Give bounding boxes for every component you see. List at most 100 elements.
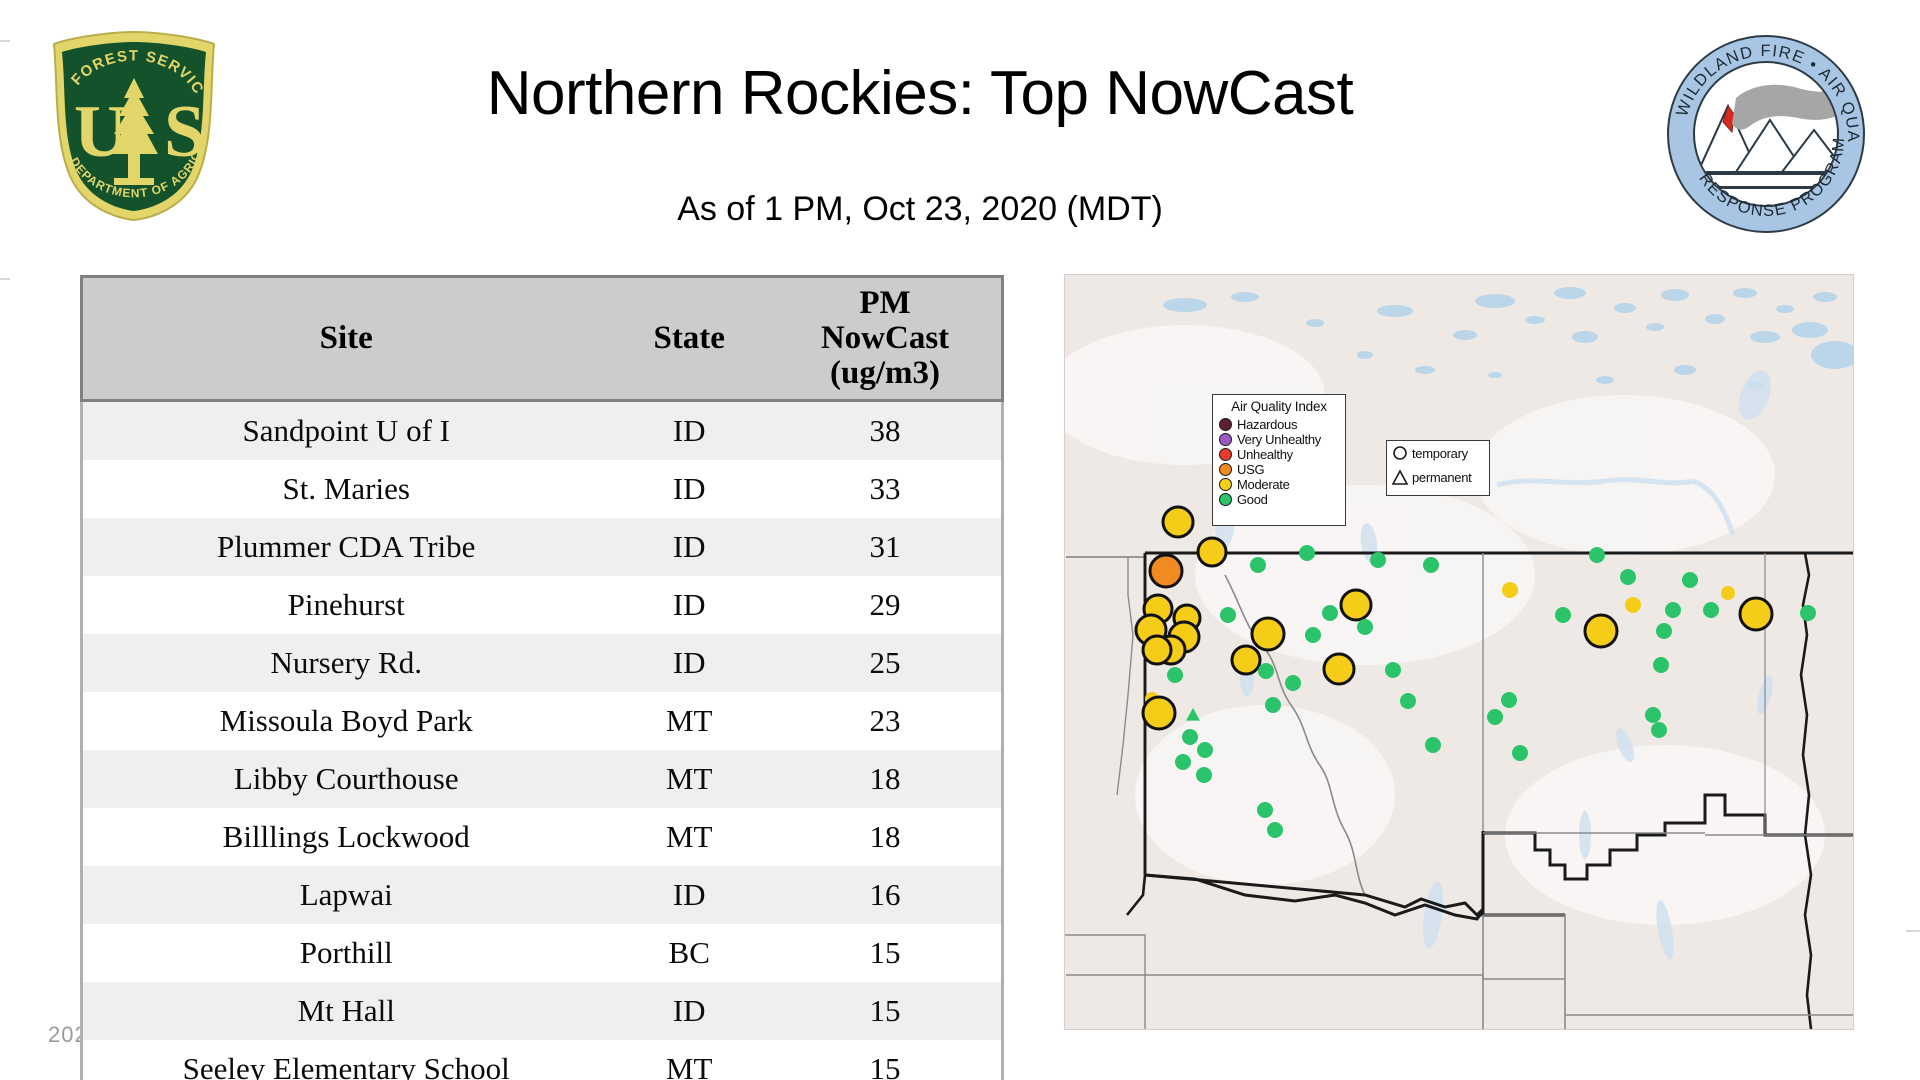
table-body: Sandpoint U of I ID 38 St. Maries ID 33 Plumme… <box>80 400 1004 1080</box>
monitor-marker[interactable] <box>1250 557 1266 573</box>
usfs-shield-logo: FOREST SERVICE U S DEPARTMENT OF AGRICUL… <box>42 15 220 224</box>
legend-item-label: USG <box>1237 462 1265 477</box>
cell-site: Plummer CDA Tribe <box>80 517 610 576</box>
monitor-marker[interactable] <box>1703 602 1719 618</box>
monitor-marker[interactable] <box>1285 675 1301 691</box>
monitor-marker[interactable] <box>1589 547 1605 563</box>
cell-site: Lapwai <box>80 865 610 924</box>
legend-item: Good <box>1213 492 1345 507</box>
cell-pm-nowcast: 38 <box>769 400 1004 460</box>
pm-header-line-2: NowCast <box>820 319 950 356</box>
monitor-marker[interactable] <box>1267 822 1283 838</box>
monitor-marker[interactable] <box>1620 569 1636 585</box>
monitor-marker[interactable] <box>1501 692 1517 708</box>
monitor-marker[interactable] <box>1487 709 1503 725</box>
legend-item-label: Unhealthy <box>1237 447 1293 462</box>
cell-site: Nursery Rd. <box>80 633 610 692</box>
monitor-marker[interactable] <box>1322 652 1356 686</box>
monitor-marker[interactable] <box>1653 657 1669 673</box>
legend-item-label: Good <box>1237 492 1268 507</box>
monitor-marker[interactable] <box>1305 627 1321 643</box>
table-row: Sandpoint U of I ID 38 <box>80 400 1004 460</box>
legend-item: Hazardous <box>1213 417 1345 432</box>
air-quality-map[interactable] <box>1064 274 1854 1030</box>
monitor-marker[interactable] <box>1583 613 1619 649</box>
temporary-monitor-icon <box>1393 446 1407 460</box>
monitor-marker[interactable] <box>1196 767 1212 783</box>
monitor-marker[interactable] <box>1512 745 1528 761</box>
monitor-marker[interactable] <box>1257 802 1273 818</box>
monitor-marker[interactable] <box>1425 737 1441 753</box>
monitor-marker[interactable] <box>1738 596 1774 632</box>
monitor-marker[interactable] <box>1656 623 1672 639</box>
monitor-marker[interactable] <box>1196 536 1228 568</box>
monitor-marker[interactable] <box>1197 742 1213 758</box>
monitor-marker[interactable] <box>1502 582 1518 598</box>
cell-site: Libby Courthouse <box>80 749 610 808</box>
cell-pm-nowcast: 15 <box>769 1039 1004 1080</box>
cell-site: Seeley Elementary School <box>80 1039 610 1080</box>
monitor-marker[interactable] <box>1625 597 1641 613</box>
monitor-marker[interactable] <box>1322 605 1338 621</box>
cell-state: ID <box>609 865 769 924</box>
wildland-fire-air-quality-response-program-logo: WILDLAND FIRE • AIR QUALITY RESPONSE PRO… <box>1660 20 1866 234</box>
cell-pm-nowcast: 18 <box>769 807 1004 866</box>
monitor-marker[interactable] <box>1299 545 1315 561</box>
legend-item-label: Very Unhealthy <box>1237 432 1321 447</box>
air-quality-index-legend: Air Quality Index Hazardous Very Unhealth… <box>1212 394 1346 526</box>
monitor-marker[interactable] <box>1400 693 1416 709</box>
monitor-marker[interactable] <box>1423 557 1439 573</box>
monitor-marker[interactable] <box>1665 602 1681 618</box>
monitor-marker[interactable] <box>1357 619 1373 635</box>
monitor-marker[interactable] <box>1220 607 1236 623</box>
page-subtitle: As of 1 PM, Oct 23, 2020 (MDT) <box>677 190 1163 228</box>
monitor-marker[interactable] <box>1265 697 1281 713</box>
legend-color-dot-icon <box>1219 433 1232 446</box>
cell-state: ID <box>609 400 769 460</box>
monitor-marker[interactable] <box>1555 607 1571 623</box>
table-row: St. Maries ID 33 <box>80 459 1004 518</box>
cell-state: MT <box>609 1039 769 1080</box>
monitor-marker[interactable] <box>1645 707 1661 723</box>
cell-site: Missoula Boyd Park <box>80 691 610 750</box>
table-row: Plummer CDA Tribe ID 31 <box>80 517 1004 576</box>
cell-pm-nowcast: 15 <box>769 923 1004 982</box>
legend-item: Very Unhealthy <box>1213 432 1345 447</box>
monitor-marker[interactable] <box>1682 572 1698 588</box>
legend-color-dot-icon <box>1219 478 1232 491</box>
cell-pm-nowcast: 16 <box>769 865 1004 924</box>
table-row: Lapwai ID 16 <box>80 865 1004 924</box>
cell-state: MT <box>609 691 769 750</box>
monitor-marker[interactable] <box>1721 586 1735 600</box>
monitor-marker[interactable] <box>1161 505 1195 539</box>
cell-state: ID <box>609 981 769 1040</box>
page-title: Northern Rockies: Top NowCast <box>486 59 1354 128</box>
table-row: Pinehurst ID 29 <box>80 575 1004 634</box>
monitor-marker[interactable] <box>1385 662 1401 678</box>
cell-state: ID <box>609 575 769 634</box>
monitor-marker[interactable] <box>1182 729 1198 745</box>
table-row: Billlings Lockwood MT 18 <box>80 807 1004 866</box>
monitor-marker[interactable] <box>1258 663 1274 679</box>
legend-label-temporary: temporary <box>1412 445 1468 461</box>
table-row: Missoula Boyd Park MT 23 <box>80 691 1004 750</box>
monitor-marker[interactable] <box>1250 616 1286 652</box>
monitor-marker[interactable] <box>1339 588 1373 622</box>
monitor-marker[interactable] <box>1167 667 1183 683</box>
svg-text:S: S <box>164 91 205 173</box>
monitor-marker[interactable] <box>1370 552 1386 568</box>
legend-color-dot-icon <box>1219 463 1232 476</box>
monitor-marker[interactable] <box>1800 605 1816 621</box>
monitor-marker[interactable] <box>1186 708 1200 721</box>
monitor-marker[interactable] <box>1651 722 1667 738</box>
monitor-marker[interactable] <box>1141 695 1177 731</box>
monitor-marker[interactable] <box>1230 644 1262 676</box>
monitor-marker[interactable] <box>1141 634 1173 666</box>
monitor-marker[interactable] <box>1148 553 1184 589</box>
cell-pm-nowcast: 23 <box>769 691 1004 750</box>
monitor-markers <box>1134 505 1816 838</box>
monitor-marker[interactable] <box>1175 754 1191 770</box>
cell-state: MT <box>609 807 769 866</box>
legend-color-dot-icon <box>1219 448 1232 461</box>
